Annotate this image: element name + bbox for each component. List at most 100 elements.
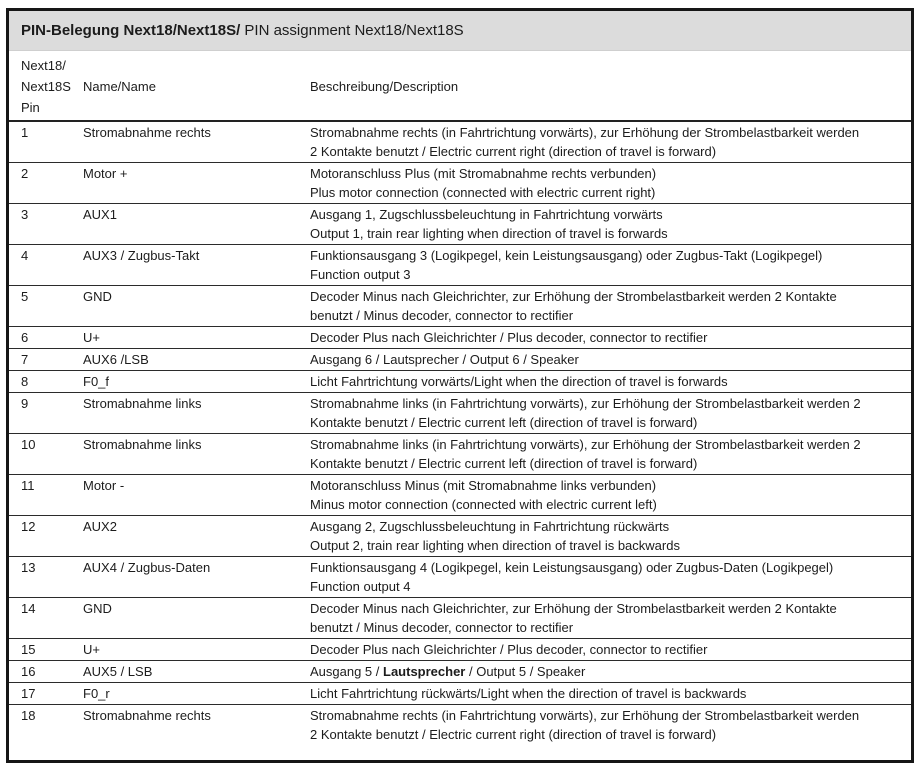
name-cell: U+ — [83, 330, 100, 345]
description-line: Motoranschluss Plus (mit Stromabnahme re… — [310, 166, 657, 181]
name-cell: AUX1 — [83, 207, 117, 222]
table-row: 3 AUX1 Ausgang 1, Zugschlussbeleuchtung in… — [9, 204, 911, 245]
description-line: Stromabnahme links (in Fahrtrichtung vor… — [310, 396, 861, 411]
description-line: Funktionsausgang 3 (Logikpegel, kein Lei… — [310, 248, 823, 263]
table-title-german: PIN-Belegung Next18/Next18S/ — [21, 22, 241, 39]
name-cell: Stromabnahme links — [83, 396, 202, 411]
description-cell: Decoder Minus nach Gleichrichter, zur Er… — [310, 599, 903, 637]
description-cell: Ausgang 5 / Lautsprecher / Output 5 / Sp… — [310, 662, 903, 681]
description-line: Stromabnahme rechts (in Fahrtrichtung vo… — [310, 125, 860, 140]
description-line: Decoder Plus nach Gleichrichter / Plus d… — [310, 330, 708, 345]
pin-cell: 4 — [21, 248, 29, 263]
name-cell: F0_r — [83, 686, 110, 701]
description-cell: Stromabnahme links (in Fahrtrichtung vor… — [310, 394, 903, 432]
pin-cell: 1 — [21, 125, 29, 140]
table-row: 5 GND Decoder Minus nach Gleichrichter, zu… — [9, 286, 911, 327]
pin-cell: 2 — [21, 166, 29, 181]
description-cell: Stromabnahme rechts (in Fahrtrichtung vo… — [310, 706, 903, 744]
table-row: 9 Stromabnahme links Stromabnahme links (i… — [9, 393, 911, 434]
pin-cell: 9 — [21, 396, 29, 411]
description-cell: Licht Fahrtrichtung vorwärts/Light when … — [310, 372, 903, 391]
description-line: benutzt / Minus decoder, connector to re… — [310, 308, 574, 323]
description-line: 2 Kontakte benutzt / Electric current ri… — [310, 144, 717, 159]
description-cell: Motoranschluss Minus (mit Stromabnahme l… — [310, 476, 903, 514]
description-cell: Motoranschluss Plus (mit Stromabnahme re… — [310, 164, 903, 202]
description-line: Licht Fahrtrichtung vorwärts/Light when … — [310, 374, 728, 389]
description-line: Stromabnahme rechts (in Fahrtrichtung vo… — [310, 708, 860, 723]
pin-cell: 7 — [21, 352, 29, 367]
description-line: benutzt / Minus decoder, connector to re… — [310, 620, 574, 635]
pin-cell: 15 — [21, 642, 36, 657]
description-line: Function output 4 — [310, 579, 411, 594]
table-title-english: PIN assignment Next18/Next18S — [240, 22, 464, 39]
table-row: 18 Stromabnahme rechts Stromabnahme rechts… — [9, 705, 911, 745]
column-header-description: Beschreibung/Description — [310, 79, 459, 94]
description-line: 2 Kontakte benutzt / Electric current ri… — [310, 727, 717, 742]
description-line: Ausgang 6 / Lautsprecher / Output 6 / Sp… — [310, 352, 579, 367]
description-line: Licht Fahrtrichtung rückwärts/Light when… — [310, 686, 747, 701]
description-cell: Ausgang 2, Zugschlussbeleuchtung in Fahr… — [310, 517, 903, 555]
pin-cell: 8 — [21, 374, 29, 389]
name-cell: GND — [83, 601, 112, 616]
table-row: 13 AUX4 / Zugbus-Daten Funktionsausgang 4 … — [9, 557, 911, 598]
pin-cell: 14 — [21, 601, 36, 616]
table-title-band: PIN-Belegung Next18/Next18S/ PIN assignm… — [9, 11, 911, 51]
table-row: 8 F0_f Licht Fahrtrichtung vorwärts/Light … — [9, 371, 911, 393]
name-cell: AUX2 — [83, 519, 117, 534]
description-line: Kontakte benutzt / Electric current left… — [310, 415, 698, 430]
description-cell: Funktionsausgang 3 (Logikpegel, kein Lei… — [310, 246, 903, 284]
table-row: 11 Motor - Motoranschluss Minus (mit Strom… — [9, 475, 911, 516]
pin-cell: 16 — [21, 664, 36, 679]
table-row: 17 F0_r Licht Fahrtrichtung rückwärts/Ligh… — [9, 683, 911, 705]
description-line: Function output 3 — [310, 267, 411, 282]
description-line: Output 1, train rear lighting when direc… — [310, 226, 668, 241]
description-cell: Ausgang 1, Zugschlussbeleuchtung in Fahr… — [310, 205, 903, 243]
description-cell: Ausgang 6 / Lautsprecher / Output 6 / Sp… — [310, 350, 903, 369]
description-cell: Decoder Minus nach Gleichrichter, zur Er… — [310, 287, 903, 325]
table-row: 4 AUX3 / Zugbus-Takt Funktionsausgang 3 (L… — [9, 245, 911, 286]
description-line: Plus motor connection (connected with el… — [310, 185, 656, 200]
table-row: 16 AUX5 / LSB Ausgang 5 / Lautsprecher / O… — [9, 661, 911, 683]
pin-cell: 17 — [21, 686, 36, 701]
name-cell: AUX4 / Zugbus-Daten — [83, 560, 211, 575]
description-cell: Decoder Plus nach Gleichrichter / Plus d… — [310, 640, 903, 659]
description-line: Ausgang 2, Zugschlussbeleuchtung in Fahr… — [310, 519, 670, 534]
name-cell: Stromabnahme links — [83, 437, 202, 452]
table-row: 14 GND Decoder Minus nach Gleichrichter, z… — [9, 598, 911, 639]
column-header-row: Next18/ Next18S Pin Name/Name Beschreibu… — [9, 51, 911, 122]
table-row: 2 Motor + Motoranschluss Plus (mit Stromab… — [9, 163, 911, 204]
table-row: 15 U+ Decoder Plus nach Gleichrichter / Pl… — [9, 639, 911, 661]
description-line: Ausgang 5 / Lautsprecher / Output 5 / Sp… — [310, 664, 586, 679]
table-row: 10 Stromabnahme links Stromabnahme links (… — [9, 434, 911, 475]
table-body: 1 Stromabnahme rechts Stromabnahme rechts … — [9, 122, 911, 745]
pin-assignment-table: PIN-Belegung Next18/Next18S/ PIN assignm… — [6, 8, 914, 763]
description-cell: Stromabnahme links (in Fahrtrichtung vor… — [310, 435, 903, 473]
name-cell: Motor - — [83, 478, 125, 493]
description-cell: Decoder Plus nach Gleichrichter / Plus d… — [310, 328, 903, 347]
description-cell: Funktionsausgang 4 (Logikpegel, kein Lei… — [310, 558, 903, 596]
table-row: 12 AUX2 Ausgang 2, Zugschlussbeleuchtung i… — [9, 516, 911, 557]
description-cell: Licht Fahrtrichtung rückwärts/Light when… — [310, 684, 903, 703]
description-line: Ausgang 1, Zugschlussbeleuchtung in Fahr… — [310, 207, 663, 222]
name-cell: GND — [83, 289, 112, 304]
description-line: Funktionsausgang 4 (Logikpegel, kein Lei… — [310, 560, 834, 575]
table-row: 1 Stromabnahme rechts Stromabnahme rechts … — [9, 122, 911, 163]
pin-cell: 10 — [21, 437, 36, 452]
column-header-pin: Next18/ Next18S Pin — [21, 58, 71, 115]
name-cell: Motor + — [83, 166, 128, 181]
column-header-name: Name/Name — [83, 79, 156, 94]
pin-cell: 11 — [21, 478, 35, 493]
pin-cell: 18 — [21, 708, 36, 723]
description-line: Decoder Minus nach Gleichrichter, zur Er… — [310, 601, 837, 616]
pin-cell: 13 — [21, 560, 36, 575]
description-line: Motoranschluss Minus (mit Stromabnahme l… — [310, 478, 657, 493]
description-line: Minus motor connection (connected with e… — [310, 497, 657, 512]
pin-cell: 12 — [21, 519, 36, 534]
name-cell: AUX3 / Zugbus-Takt — [83, 248, 200, 263]
name-cell: AUX5 / LSB — [83, 664, 153, 679]
name-cell: U+ — [83, 642, 100, 657]
name-cell: Stromabnahme rechts — [83, 708, 211, 723]
description-line: Stromabnahme links (in Fahrtrichtung vor… — [310, 437, 861, 452]
description-cell: Stromabnahme rechts (in Fahrtrichtung vo… — [310, 123, 903, 161]
description-line: Decoder Minus nach Gleichrichter, zur Er… — [310, 289, 837, 304]
